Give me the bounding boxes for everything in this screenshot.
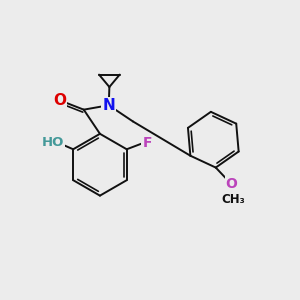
Text: CH₃: CH₃ xyxy=(221,193,245,206)
Text: HO: HO xyxy=(41,136,64,149)
Text: O: O xyxy=(226,177,238,191)
Text: O: O xyxy=(53,93,66,108)
Text: F: F xyxy=(142,136,152,150)
Text: N: N xyxy=(102,98,115,113)
